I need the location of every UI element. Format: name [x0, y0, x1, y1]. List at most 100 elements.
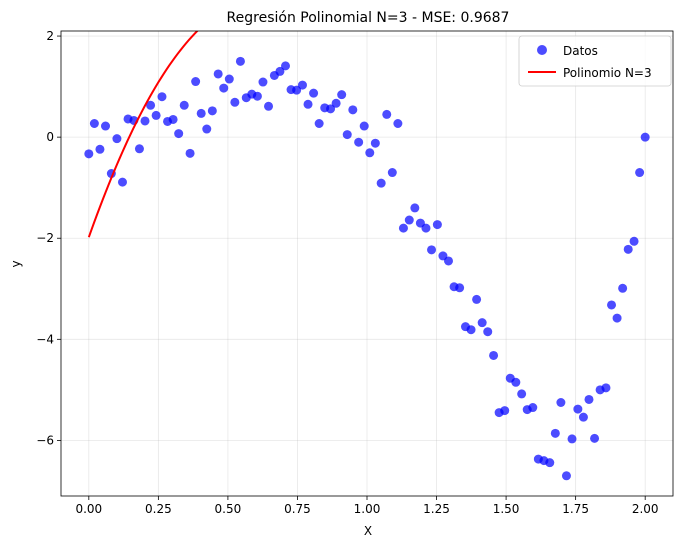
data-point	[466, 325, 476, 335]
legend: Datos Polinomio N=3	[518, 35, 672, 87]
data-point	[528, 403, 538, 413]
data-point	[365, 148, 375, 158]
data-point	[635, 168, 645, 178]
x-tick-label: 0.50	[215, 502, 242, 516]
data-point	[623, 244, 633, 254]
legend-frame	[518, 35, 672, 87]
data-point	[370, 138, 380, 148]
data-point	[146, 100, 156, 110]
data-point	[280, 61, 290, 71]
data-point	[612, 313, 622, 323]
data-point	[640, 132, 650, 142]
x-tick-label: 0.00	[75, 502, 102, 516]
data-point	[337, 90, 347, 100]
chart-title: Regresión Polinomial N=3 - MSE: 0.9687	[227, 10, 510, 26]
data-point	[427, 245, 437, 255]
y-tick-label: 2	[46, 29, 54, 43]
data-point	[112, 134, 122, 144]
y-tick-label: −4	[36, 332, 54, 346]
data-point	[185, 148, 195, 158]
data-point	[252, 91, 262, 101]
data-point	[517, 389, 527, 399]
data-point	[404, 215, 414, 225]
data-point	[134, 144, 144, 154]
data-point	[202, 124, 212, 134]
data-point	[191, 77, 201, 87]
legend-label-datos: Datos	[563, 44, 598, 58]
axes-frame	[60, 30, 674, 497]
data-point	[264, 101, 274, 111]
data-point	[410, 203, 420, 213]
data-point	[590, 433, 600, 443]
x-tick-label: 1.75	[562, 502, 589, 516]
data-point	[545, 458, 555, 468]
x-tick-label: 1.00	[354, 502, 381, 516]
plot-area	[84, 31, 650, 481]
y-tick-label: −2	[36, 231, 54, 245]
legend-marker-datos	[537, 45, 547, 55]
data-point	[309, 88, 319, 98]
x-tick-label: 0.75	[284, 502, 311, 516]
data-point	[348, 105, 358, 115]
data-point	[219, 83, 229, 93]
data-point	[601, 383, 611, 393]
legend-label-polinomio: Polinomio N=3	[563, 66, 652, 80]
data-point	[314, 118, 324, 128]
x-tick-label: 0.25	[145, 502, 172, 516]
data-point	[258, 77, 268, 87]
data-point	[275, 66, 285, 76]
data-point	[179, 100, 189, 110]
y-axis-label: y	[9, 260, 23, 267]
data-point	[455, 283, 465, 293]
x-tick-label: 2.00	[632, 502, 659, 516]
data-point	[207, 106, 217, 116]
data-point	[556, 397, 566, 407]
x-axis-label: X	[364, 524, 372, 538]
data-point	[376, 178, 386, 188]
data-point	[359, 121, 369, 131]
data-point	[303, 99, 313, 109]
x-tick-label: 1.25	[423, 502, 450, 516]
data-point	[511, 377, 521, 387]
data-point	[224, 74, 234, 84]
data-point	[393, 118, 403, 128]
data-point	[561, 471, 571, 481]
data-point	[151, 110, 161, 120]
data-point	[140, 116, 150, 126]
data-point	[95, 144, 105, 154]
data-point	[607, 300, 617, 310]
data-point	[483, 327, 493, 337]
data-point	[213, 69, 223, 79]
data-point	[331, 98, 341, 108]
data-point	[297, 80, 307, 90]
data-point	[444, 256, 454, 266]
data-point	[578, 412, 588, 422]
data-point	[89, 118, 99, 128]
data-point	[584, 394, 594, 404]
fit-line	[87, 31, 199, 238]
data-point	[477, 318, 487, 328]
data-point	[168, 114, 178, 124]
data-point	[382, 109, 392, 119]
data-point	[117, 177, 127, 187]
data-point	[230, 97, 240, 107]
data-point	[567, 434, 577, 444]
y-ticks: −6 −4 −2 0 2	[36, 29, 61, 447]
data-point	[84, 149, 94, 159]
data-point	[354, 137, 364, 147]
y-tick-label: 0	[46, 130, 54, 144]
data-point	[292, 85, 302, 95]
data-point	[196, 108, 206, 118]
data-point	[421, 223, 431, 233]
data-point	[618, 283, 628, 293]
data-point	[157, 92, 167, 102]
data-point	[235, 56, 245, 66]
data-point	[550, 428, 560, 438]
data-point	[472, 294, 482, 304]
data-point	[101, 121, 111, 131]
data-point	[500, 406, 510, 416]
scatter-points	[84, 56, 650, 481]
y-tick-label: −6	[36, 433, 54, 447]
data-point	[489, 350, 499, 360]
